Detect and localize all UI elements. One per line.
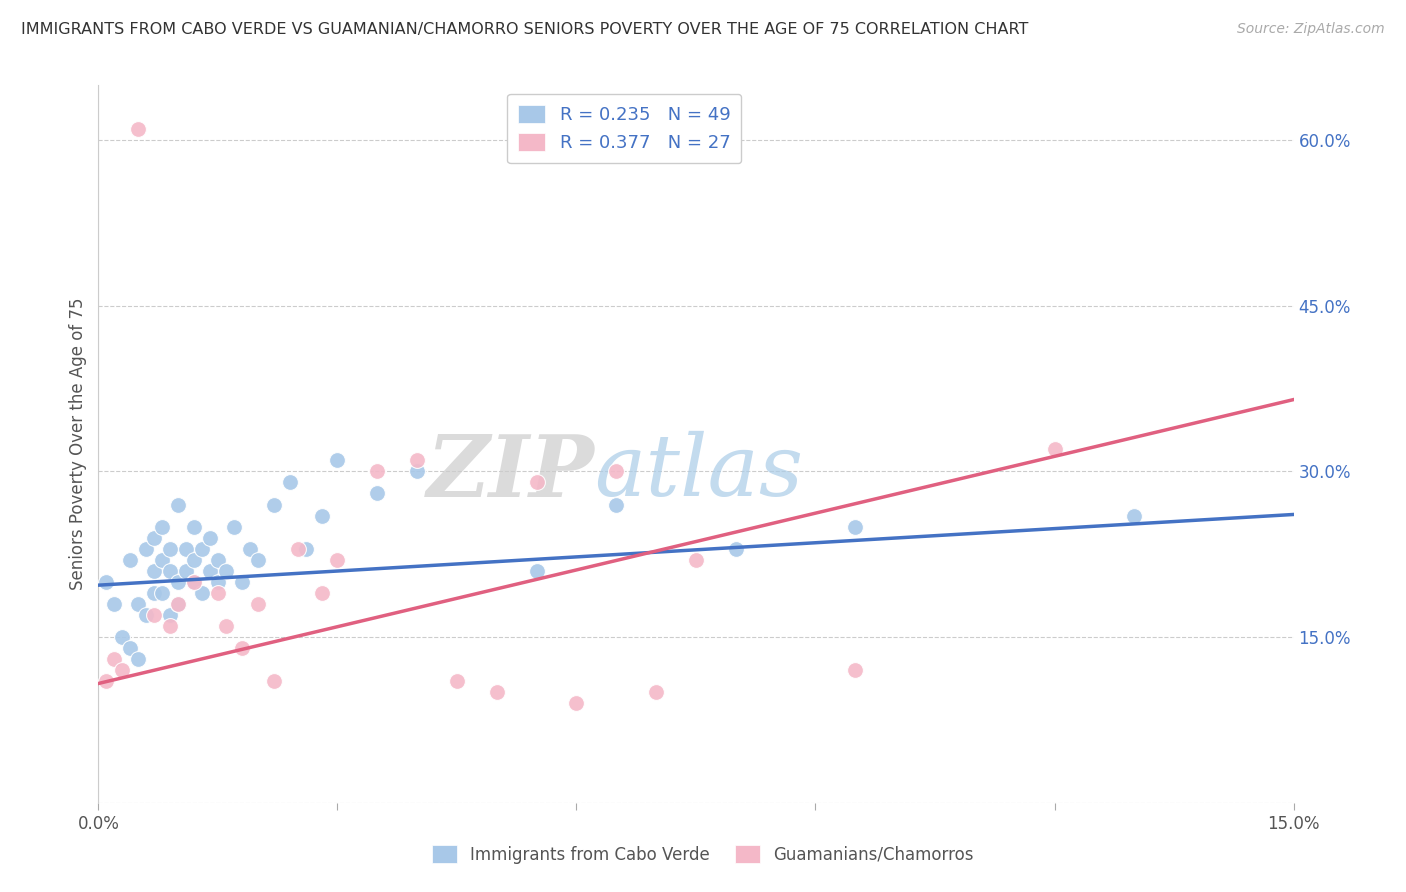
Point xyxy=(150,553,173,567)
Point xyxy=(605,464,627,478)
Text: Source: ZipAtlas.com: Source: ZipAtlas.com xyxy=(1237,22,1385,37)
Point xyxy=(294,541,316,556)
Point xyxy=(1123,508,1146,523)
Text: ZIP: ZIP xyxy=(426,431,595,515)
Point xyxy=(120,553,142,567)
Point xyxy=(191,586,214,600)
Point xyxy=(159,541,181,556)
Point xyxy=(127,652,149,666)
Point xyxy=(135,607,157,622)
Point xyxy=(605,498,627,512)
Legend: R = 0.235   N = 49, R = 0.377   N = 27: R = 0.235 N = 49, R = 0.377 N = 27 xyxy=(508,94,741,163)
Point xyxy=(207,574,229,589)
Point xyxy=(198,564,221,578)
Point xyxy=(406,453,429,467)
Point xyxy=(685,553,707,567)
Point xyxy=(406,464,429,478)
Y-axis label: Seniors Poverty Over the Age of 75: Seniors Poverty Over the Age of 75 xyxy=(69,298,87,590)
Point xyxy=(246,553,269,567)
Point xyxy=(159,619,181,633)
Point xyxy=(565,697,588,711)
Point xyxy=(120,641,142,656)
Point xyxy=(246,597,269,611)
Point xyxy=(150,586,173,600)
Point xyxy=(231,641,253,656)
Point xyxy=(111,630,134,644)
Point xyxy=(183,574,205,589)
Point xyxy=(174,564,197,578)
Point xyxy=(143,607,166,622)
Point xyxy=(143,564,166,578)
Point xyxy=(167,498,190,512)
Point xyxy=(222,519,245,533)
Point xyxy=(150,519,173,533)
Point xyxy=(103,597,125,611)
Point xyxy=(526,475,548,490)
Point xyxy=(103,652,125,666)
Point xyxy=(183,574,205,589)
Point xyxy=(143,586,166,600)
Point xyxy=(167,597,190,611)
Point xyxy=(215,619,238,633)
Point xyxy=(143,531,166,545)
Point xyxy=(159,607,181,622)
Point xyxy=(446,674,468,689)
Point xyxy=(111,663,134,677)
Point xyxy=(183,519,205,533)
Point xyxy=(326,553,349,567)
Point xyxy=(96,674,118,689)
Point xyxy=(183,553,205,567)
Point xyxy=(231,574,253,589)
Point xyxy=(326,453,349,467)
Point xyxy=(191,541,214,556)
Legend: Immigrants from Cabo Verde, Guamanians/Chamorros: Immigrants from Cabo Verde, Guamanians/C… xyxy=(426,838,980,871)
Point xyxy=(724,541,747,556)
Point xyxy=(311,508,333,523)
Point xyxy=(278,475,301,490)
Point xyxy=(96,574,118,589)
Point xyxy=(127,597,149,611)
Point xyxy=(844,663,866,677)
Point xyxy=(239,541,262,556)
Point xyxy=(167,574,190,589)
Point xyxy=(287,541,309,556)
Point xyxy=(311,586,333,600)
Point xyxy=(1043,442,1066,457)
Point xyxy=(485,685,508,699)
Point xyxy=(167,597,190,611)
Point xyxy=(844,519,866,533)
Point xyxy=(198,531,221,545)
Point xyxy=(215,564,238,578)
Point xyxy=(366,464,388,478)
Point xyxy=(263,674,285,689)
Point xyxy=(207,586,229,600)
Point xyxy=(263,498,285,512)
Point xyxy=(174,541,197,556)
Text: atlas: atlas xyxy=(595,431,803,514)
Point xyxy=(526,564,548,578)
Point xyxy=(127,122,149,136)
Point xyxy=(366,486,388,500)
Point xyxy=(207,553,229,567)
Point xyxy=(645,685,668,699)
Point xyxy=(159,564,181,578)
Point xyxy=(135,541,157,556)
Text: IMMIGRANTS FROM CABO VERDE VS GUAMANIAN/CHAMORRO SENIORS POVERTY OVER THE AGE OF: IMMIGRANTS FROM CABO VERDE VS GUAMANIAN/… xyxy=(21,22,1028,37)
